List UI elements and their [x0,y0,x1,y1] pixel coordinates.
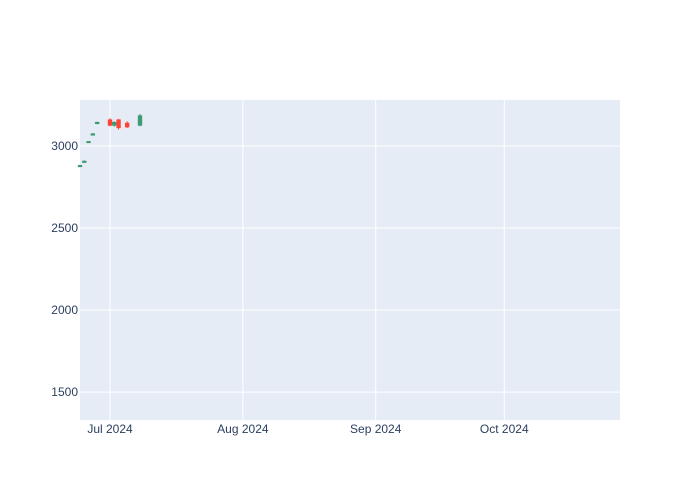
candle-decreasing [108,118,112,126]
x-tick-label: Jul 2024 [87,422,133,436]
candle-body [91,134,95,136]
y-tick-label: 1500 [51,385,78,399]
candle-body [87,141,91,143]
x-tick-label: Sep 2024 [350,422,402,436]
candle-body [95,122,99,124]
candle-body [117,120,121,128]
candle-body [112,122,116,125]
candle-body [138,116,142,126]
candle-body [125,123,129,127]
candle-increasing [95,122,99,124]
candle-increasing [138,114,142,126]
candle-body [108,120,112,126]
candle-decreasing [117,119,121,130]
candle-increasing [87,141,91,143]
x-tick-label: Aug 2024 [217,422,269,436]
x-tick-label: Oct 2024 [480,422,529,436]
y-tick-label: 3000 [51,139,78,153]
y-tick-label: 2000 [51,303,78,317]
candle-increasing [91,133,95,135]
candle-increasing [78,165,82,167]
candle-body [78,165,82,167]
y-tick-label: 2500 [51,221,78,235]
candle-body [82,161,86,163]
plot-background [80,100,620,420]
